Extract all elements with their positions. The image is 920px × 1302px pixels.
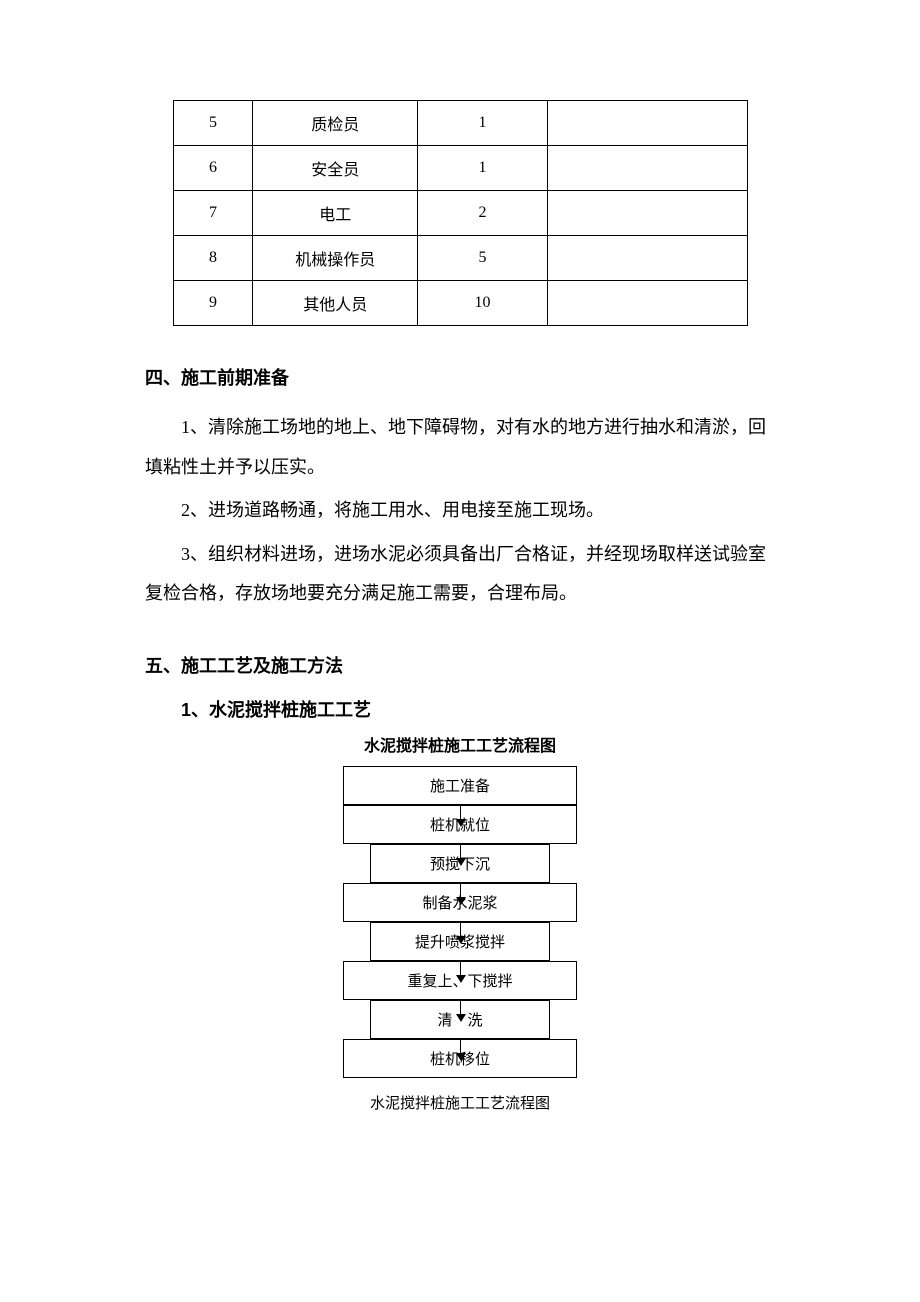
table-row: 7 电工 2 <box>173 191 747 236</box>
cell-no: 6 <box>173 146 253 191</box>
cell-count: 2 <box>418 191 548 236</box>
cell-no: 7 <box>173 191 253 236</box>
cell-note <box>547 236 747 281</box>
cell-no: 5 <box>173 101 253 146</box>
flow-node: 施工准备 <box>343 766 577 805</box>
cell-no: 9 <box>173 281 253 326</box>
cell-role: 其他人员 <box>253 281 418 326</box>
flowchart-title: 水泥搅拌桩施工工艺流程图 <box>145 732 775 756</box>
section4-paragraph: 2、进场道路畅通，将施工用水、用电接至施工现场。 <box>145 491 775 531</box>
personnel-table: 5 质检员 1 6 安全员 1 7 电工 2 8 机械操作员 5 9 其他人员 … <box>173 100 748 326</box>
section4-heading: 四、施工前期准备 <box>145 364 775 390</box>
section5-heading: 五、施工工艺及施工方法 <box>145 652 775 678</box>
cell-role: 机械操作员 <box>253 236 418 281</box>
cell-role: 电工 <box>253 191 418 236</box>
flowchart-caption: 水泥搅拌桩施工工艺流程图 <box>145 1092 775 1113</box>
cell-count: 1 <box>418 146 548 191</box>
section4-paragraph: 1、清除施工场地的地上、地下障碍物，对有水的地方进行抽水和清淤，回填粘性土并予以… <box>145 408 775 487</box>
table-row: 8 机械操作员 5 <box>173 236 747 281</box>
cell-count: 1 <box>418 101 548 146</box>
cell-note <box>547 281 747 326</box>
table-row: 6 安全员 1 <box>173 146 747 191</box>
cell-role: 质检员 <box>253 101 418 146</box>
cell-role: 安全员 <box>253 146 418 191</box>
section5-subheading: 1、水泥搅拌桩施工工艺 <box>145 696 775 722</box>
process-flowchart: 施工准备 桩机就位 预搅下沉 制备水泥浆 提升喷浆搅拌 重复上、下搅拌 清 洗 … <box>145 766 775 1078</box>
table-row: 5 质检员 1 <box>173 101 747 146</box>
cell-note <box>547 101 747 146</box>
cell-note <box>547 191 747 236</box>
cell-no: 8 <box>173 236 253 281</box>
table-row: 9 其他人员 10 <box>173 281 747 326</box>
cell-count: 10 <box>418 281 548 326</box>
cell-note <box>547 146 747 191</box>
cell-count: 5 <box>418 236 548 281</box>
section4-paragraph: 3、组织材料进场，进场水泥必须具备出厂合格证，并经现场取样送试验室复检合格，存放… <box>145 535 775 614</box>
